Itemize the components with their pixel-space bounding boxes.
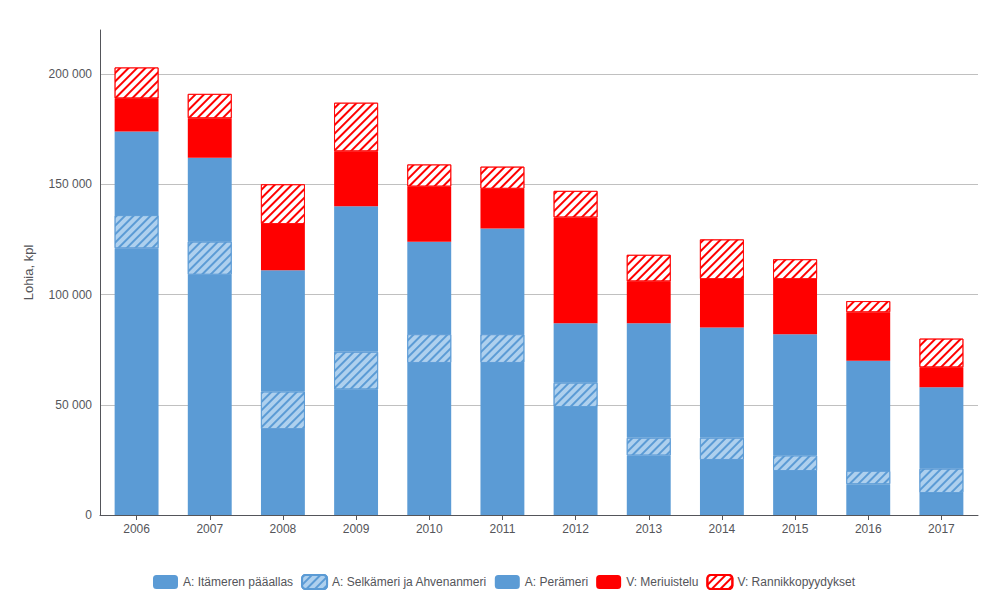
svg-text:2017: 2017 [928,522,955,536]
svg-text:200 000: 200 000 [49,67,93,81]
svg-text:0: 0 [85,508,92,522]
svg-text:50 000: 50 000 [55,398,92,412]
svg-text:2006: 2006 [123,522,150,536]
svg-text:V: Meriuistelu: V: Meriuistelu [626,575,698,589]
svg-text:A: Perämeri: A: Perämeri [525,575,588,589]
svg-text:V: Rannikkopyydykset: V: Rannikkopyydykset [737,575,855,589]
svg-text:2011: 2011 [490,522,516,536]
svg-text:150 000: 150 000 [49,177,93,191]
svg-text:2015: 2015 [782,522,809,536]
svg-text:2012: 2012 [562,522,589,536]
svg-text:2008: 2008 [270,522,297,536]
svg-text:2010: 2010 [416,522,443,536]
svg-text:Lohia, kpl: Lohia, kpl [21,245,36,301]
svg-text:2009: 2009 [343,522,370,536]
svg-text:2013: 2013 [635,522,662,536]
svg-text:A: Selkämeri ja Ahvenanmeri: A: Selkämeri ja Ahvenanmeri [332,575,486,589]
svg-text:100 000: 100 000 [49,288,93,302]
svg-text:2007: 2007 [196,522,223,536]
svg-text:2014: 2014 [709,522,736,536]
svg-text:2016: 2016 [855,522,882,536]
svg-text:A: Itämeren pääallas: A: Itämeren pääallas [183,575,293,589]
